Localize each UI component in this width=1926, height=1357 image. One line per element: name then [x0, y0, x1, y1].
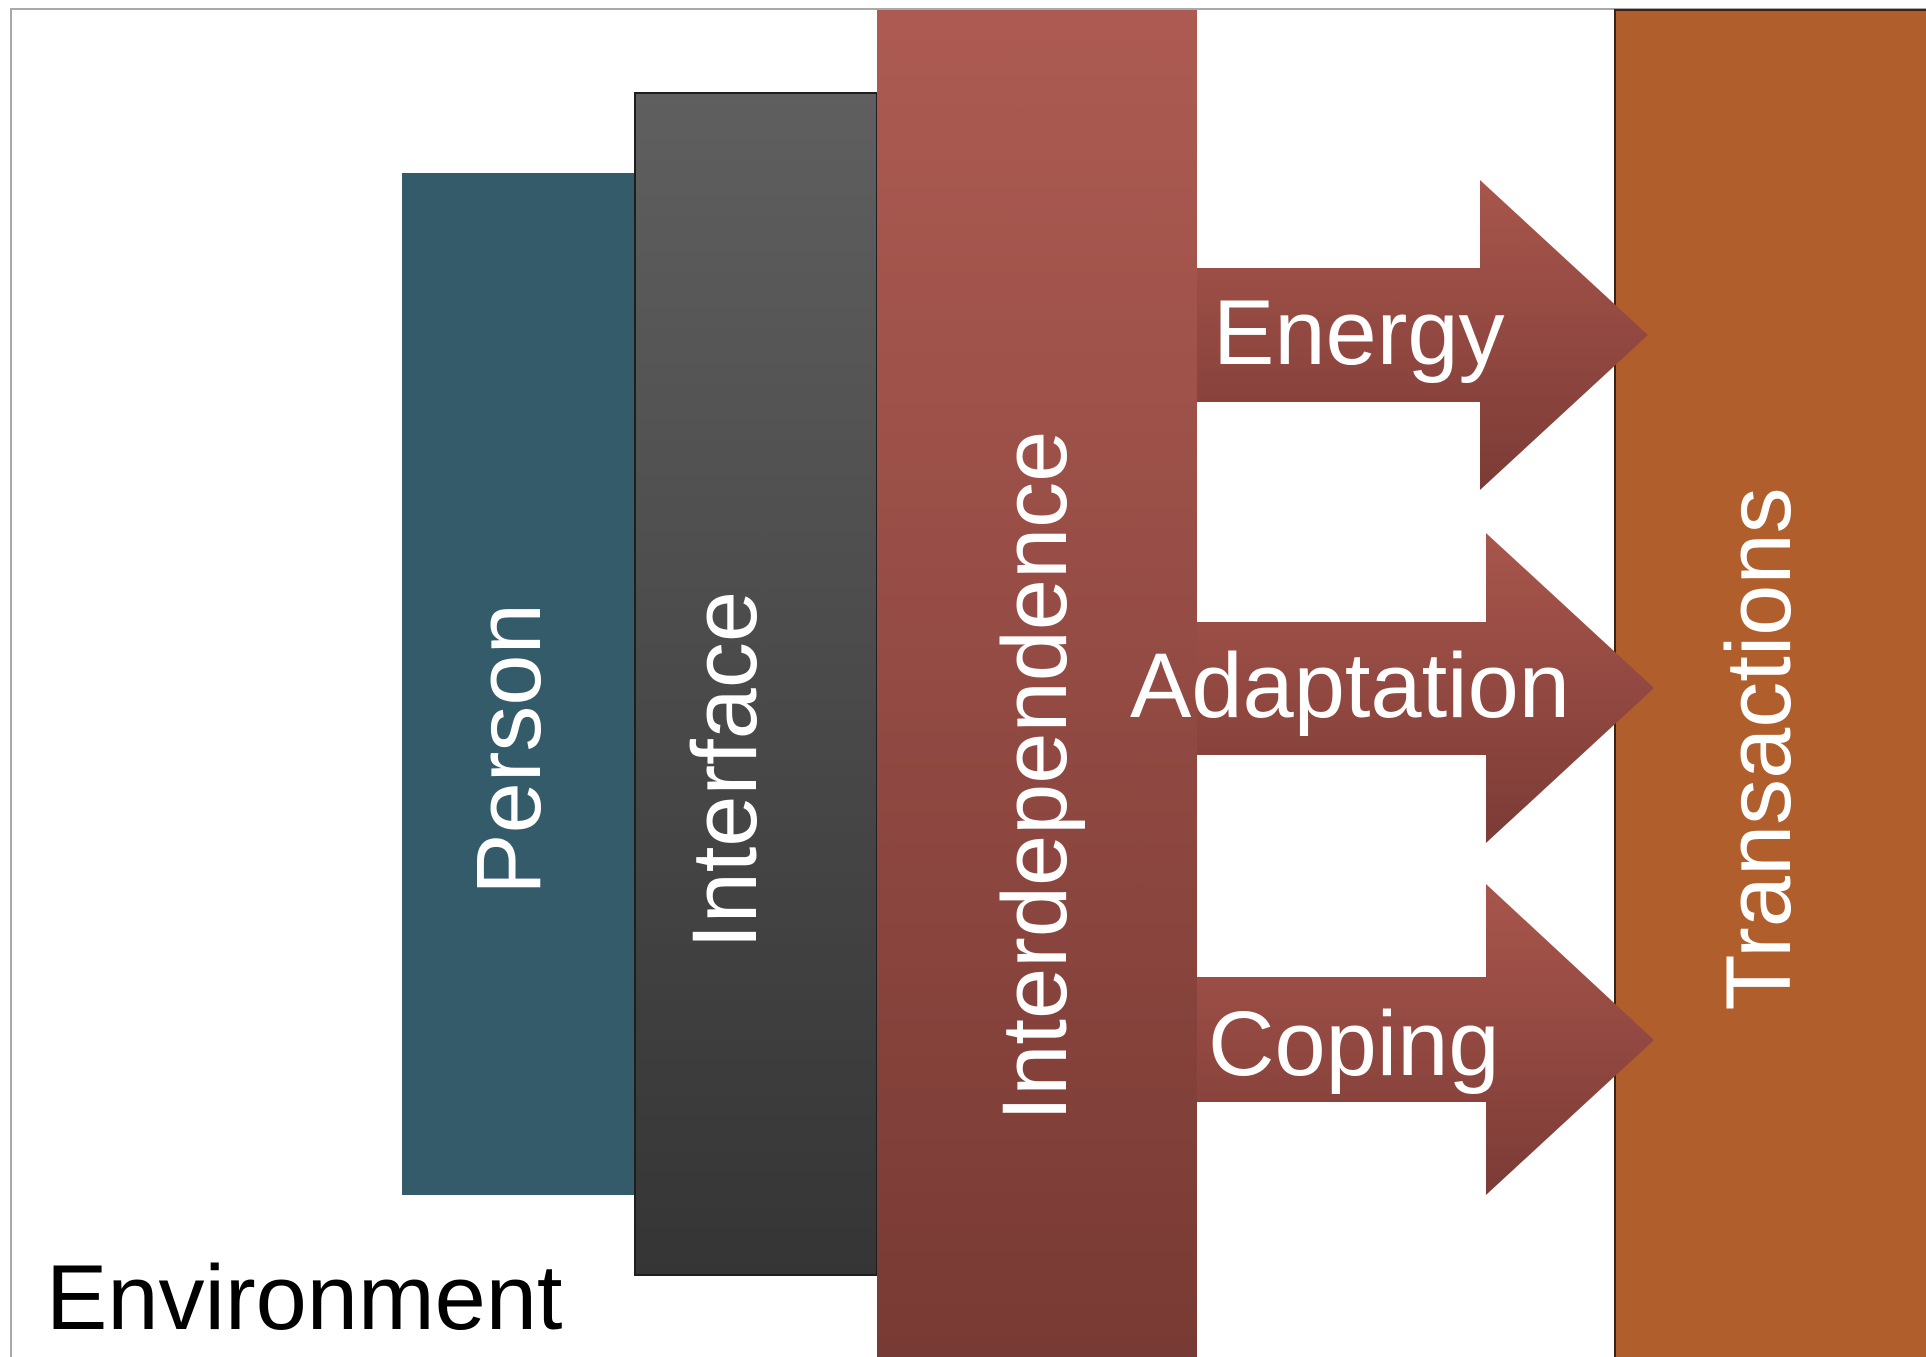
environment-label: Environment [46, 1247, 563, 1349]
transactions-bar: Transactions [1614, 9, 1926, 1357]
energy-arrow [1197, 180, 1648, 490]
interdependence-bar: Interdependence [877, 10, 1197, 1357]
adaptation-arrow [1197, 533, 1654, 843]
coping-arrow [1197, 884, 1654, 1195]
person-bar: Person [402, 173, 634, 1195]
coping-label: Coping [1208, 993, 1500, 1095]
interface-bar: Interface [634, 92, 878, 1276]
energy-label: Energy [1213, 282, 1505, 384]
environment-frame [10, 8, 1926, 1357]
adaptation-label: Adaptation [1130, 635, 1570, 737]
